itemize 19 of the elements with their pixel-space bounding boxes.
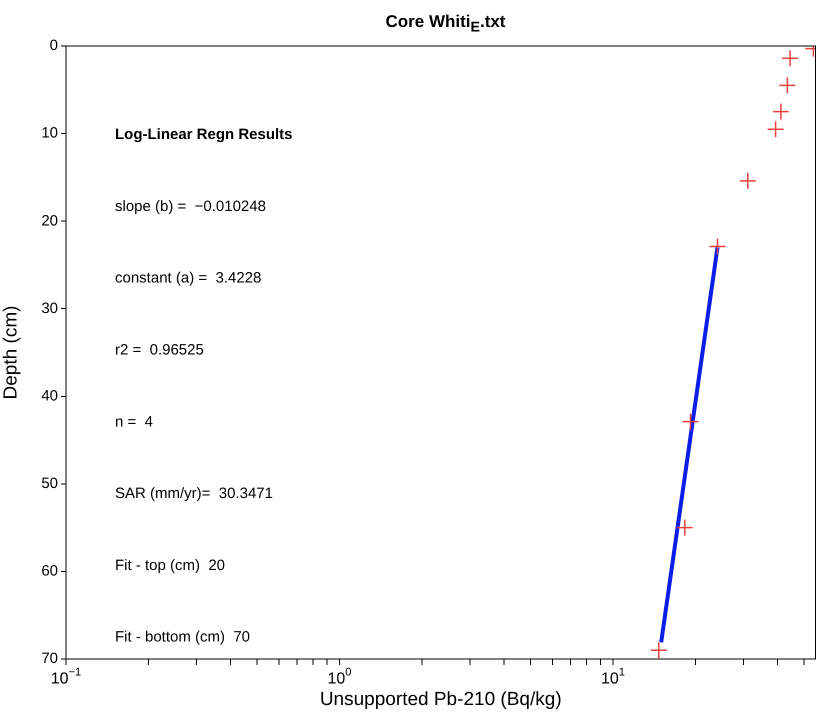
annotation: Fit - bottom (cm) 70 [115, 628, 250, 646]
y-tick-label: 30 [41, 300, 58, 317]
annotation: Log-Linear Regn Results [115, 126, 293, 144]
chart-title: Core Whiti$_{E}$.txt [384, 12, 506, 36]
annotation: n = 4 [115, 413, 153, 430]
y-tick-label: 10 [41, 124, 58, 142]
annotation: Fit - top (cm) 20 [115, 556, 226, 574]
annotation: constant (a) = 3.4228 [115, 270, 262, 287]
y-axis-title: Depth (cm) [0, 306, 22, 400]
annotation: slope (b) = −0.010248 [115, 198, 266, 215]
annotation: r2 = 0.96525 [115, 341, 204, 358]
y-tick-label: 50 [41, 475, 58, 492]
y-tick-label: 60 [41, 562, 58, 580]
y-tick-label: 20 [41, 212, 58, 230]
y-tick-label: 0 [50, 37, 58, 54]
annotation: SAR (mm/yr)= 30.3471 [115, 485, 273, 502]
y-tick-label: 70 [41, 650, 58, 668]
x-axis-title: Unsupported Pb-210 (Bq/kg) [320, 688, 562, 710]
y-tick-label: 40 [41, 387, 58, 404]
